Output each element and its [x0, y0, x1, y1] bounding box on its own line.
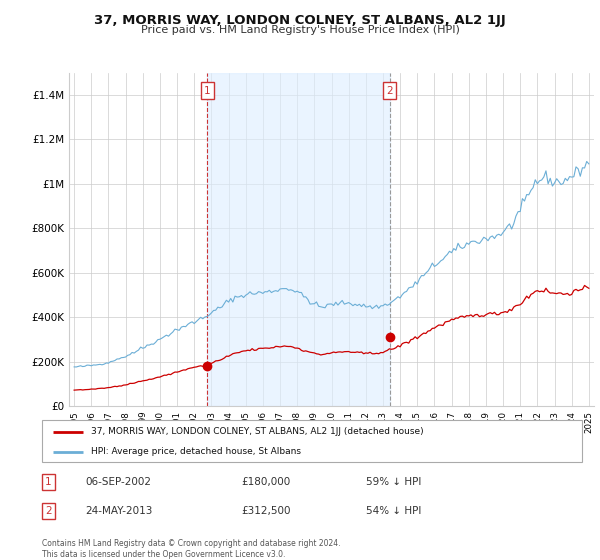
Text: 2: 2	[386, 86, 393, 96]
Text: Price paid vs. HM Land Registry's House Price Index (HPI): Price paid vs. HM Land Registry's House …	[140, 25, 460, 35]
Text: HPI: Average price, detached house, St Albans: HPI: Average price, detached house, St A…	[91, 447, 301, 456]
Text: Contains HM Land Registry data © Crown copyright and database right 2024.
This d: Contains HM Land Registry data © Crown c…	[42, 539, 341, 559]
Text: 59% ↓ HPI: 59% ↓ HPI	[366, 477, 421, 487]
Text: 1: 1	[204, 86, 211, 96]
Text: 24-MAY-2013: 24-MAY-2013	[85, 506, 152, 516]
Bar	[207, 73, 390, 406]
Text: 37, MORRIS WAY, LONDON COLNEY, ST ALBANS, AL2 1JJ: 37, MORRIS WAY, LONDON COLNEY, ST ALBANS…	[94, 14, 506, 27]
Text: 06-SEP-2002: 06-SEP-2002	[85, 477, 151, 487]
Text: 54% ↓ HPI: 54% ↓ HPI	[366, 506, 421, 516]
Text: 1: 1	[45, 477, 52, 487]
Text: £312,500: £312,500	[242, 506, 292, 516]
Text: 37, MORRIS WAY, LONDON COLNEY, ST ALBANS, AL2 1JJ (detached house): 37, MORRIS WAY, LONDON COLNEY, ST ALBANS…	[91, 427, 423, 436]
Text: 2: 2	[45, 506, 52, 516]
Text: £180,000: £180,000	[242, 477, 291, 487]
